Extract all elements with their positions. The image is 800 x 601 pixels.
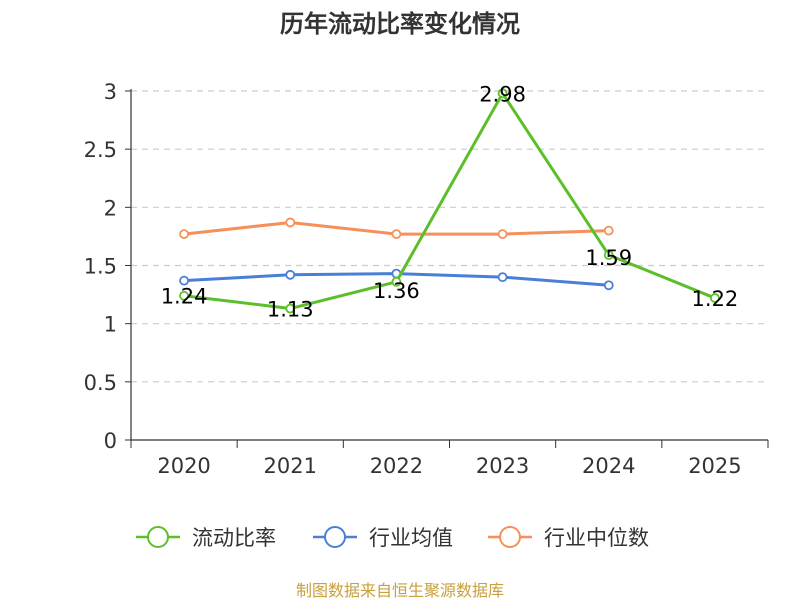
legend-label: 行业中位数 — [544, 526, 649, 550]
data-point — [285, 269, 296, 280]
grid-lines — [131, 90, 768, 383]
data-labels: 1.24 1.13 1.36 2.98 1.59 1.22 — [161, 82, 739, 321]
x-tick-label: 2025 — [688, 454, 741, 478]
y-tick-label: 0 — [104, 429, 117, 453]
data-point — [497, 229, 508, 239]
data-point — [497, 272, 508, 283]
legend: 流动比率 行业均值 行业中位数 — [136, 526, 649, 550]
x-tick-label: 2023 — [476, 454, 529, 478]
data-label: 2.98 — [479, 82, 526, 106]
data-label: 1.22 — [692, 287, 739, 311]
data-point — [285, 303, 296, 314]
data-point — [497, 88, 508, 99]
data-label: 1.24 — [161, 285, 208, 309]
x-tick-label: 2024 — [582, 454, 635, 478]
legend-label: 流动比率 — [192, 526, 276, 550]
y-tick-label: 2.5 — [84, 138, 117, 162]
y-tick-label: 2 — [104, 196, 117, 220]
legend-label: 行业均值 — [369, 526, 453, 550]
data-point — [603, 225, 614, 236]
data-point — [179, 275, 189, 286]
data-point — [391, 229, 402, 239]
y-tick-label: 1 — [104, 313, 117, 337]
legend-marker — [147, 526, 169, 548]
data-label: 1.59 — [585, 246, 632, 270]
data-point — [285, 217, 296, 228]
data-point — [603, 250, 614, 260]
series-line — [183, 91, 716, 311]
data-point — [179, 229, 189, 239]
y-tick-label: 3 — [104, 80, 117, 104]
x-tick-label: 2022 — [370, 454, 423, 478]
series-lines — [179, 88, 720, 314]
data-point — [603, 280, 614, 291]
data-point — [710, 293, 720, 303]
axes: 0 0.5 1 1.5 2 2.5 3 2020 2021 2022 2023 2024 2025 — [84, 80, 769, 478]
data-label: 1.13 — [267, 298, 314, 322]
x-tick-label: 2021 — [264, 454, 317, 478]
legend-marker — [324, 526, 346, 548]
chart-title: 历年流动比率变化情况 — [280, 10, 520, 38]
data-point — [391, 276, 402, 287]
y-tick-label: 1.5 — [84, 255, 117, 279]
legend-marker — [499, 526, 521, 548]
data-point — [179, 290, 189, 301]
data-label: 1.36 — [373, 279, 420, 303]
y-tick-label: 0.5 — [84, 371, 117, 395]
source-footnote: 制图数据来自恒生聚源数据库 — [295, 581, 504, 600]
x-tick-label: 2020 — [157, 454, 210, 478]
